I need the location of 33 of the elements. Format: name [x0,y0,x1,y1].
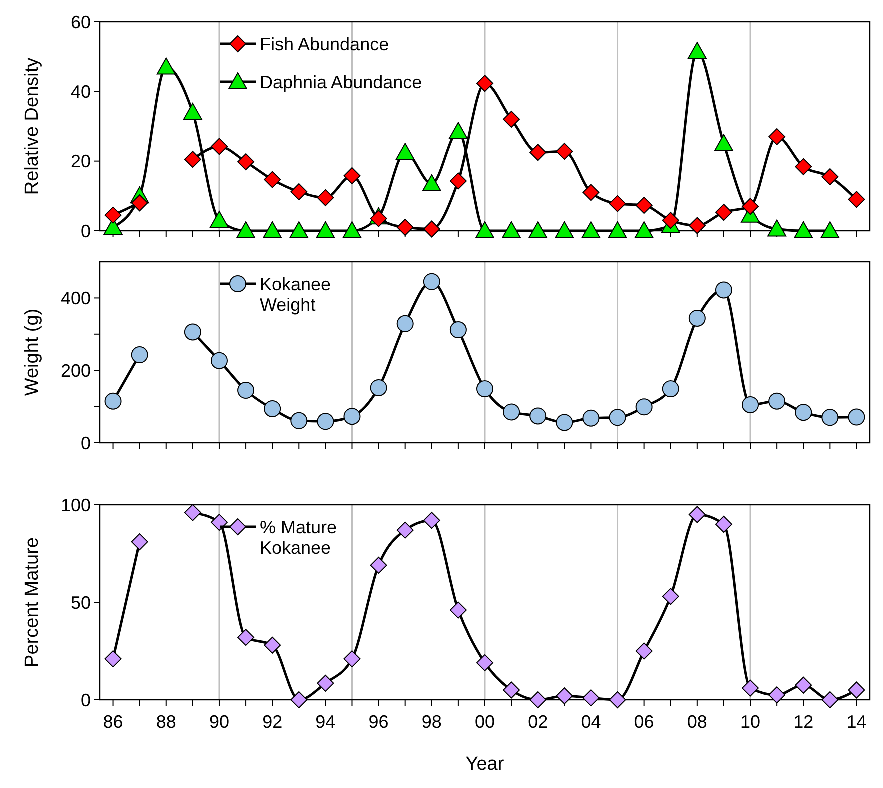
y-tick-label: 40 [70,82,91,102]
x-tick-label: 12 [794,712,814,732]
x-tick-label: 08 [687,712,708,732]
x-tick-label: 88 [156,712,176,732]
y-axis-title: Weight (g) [22,308,43,396]
y-tick-label: 400 [60,288,91,308]
x-tick-label: 04 [581,712,602,732]
x-tick-label: 94 [316,712,336,732]
legend-label: Daphnia Abundance [260,72,422,92]
x-tick-label: 14 [846,712,867,732]
y-tick-label: 0 [80,690,91,710]
legend-label: Fish Abundance [260,34,390,54]
x-tick-label: 86 [103,712,124,732]
y-tick-label: 0 [80,221,91,242]
y-tick-label: 20 [70,152,91,172]
x-tick-label: 10 [740,712,761,732]
legend-label: % Mature Kokanee [260,517,338,558]
x-tick-label: 92 [262,712,283,732]
y-tick-label: 0 [80,433,91,454]
legend-label: Kokanee Weight [260,274,332,315]
x-tick-label: 90 [209,712,230,732]
y-axis-title: Percent Mature [22,538,43,668]
x-axis-title: Year [466,754,505,775]
x-tick-label: 02 [528,712,548,732]
x-tick-label: 06 [634,712,654,732]
x-tick-label: 96 [368,712,389,732]
y-tick-label: 100 [60,495,91,516]
y-tick-label: 60 [70,12,91,32]
x-tick-label: 98 [422,712,442,732]
y-tick-label: 200 [60,360,91,381]
y-tick-label: 50 [70,592,91,613]
y-axis-title: Relative Density [22,57,43,196]
x-tick-label: 00 [474,712,496,732]
